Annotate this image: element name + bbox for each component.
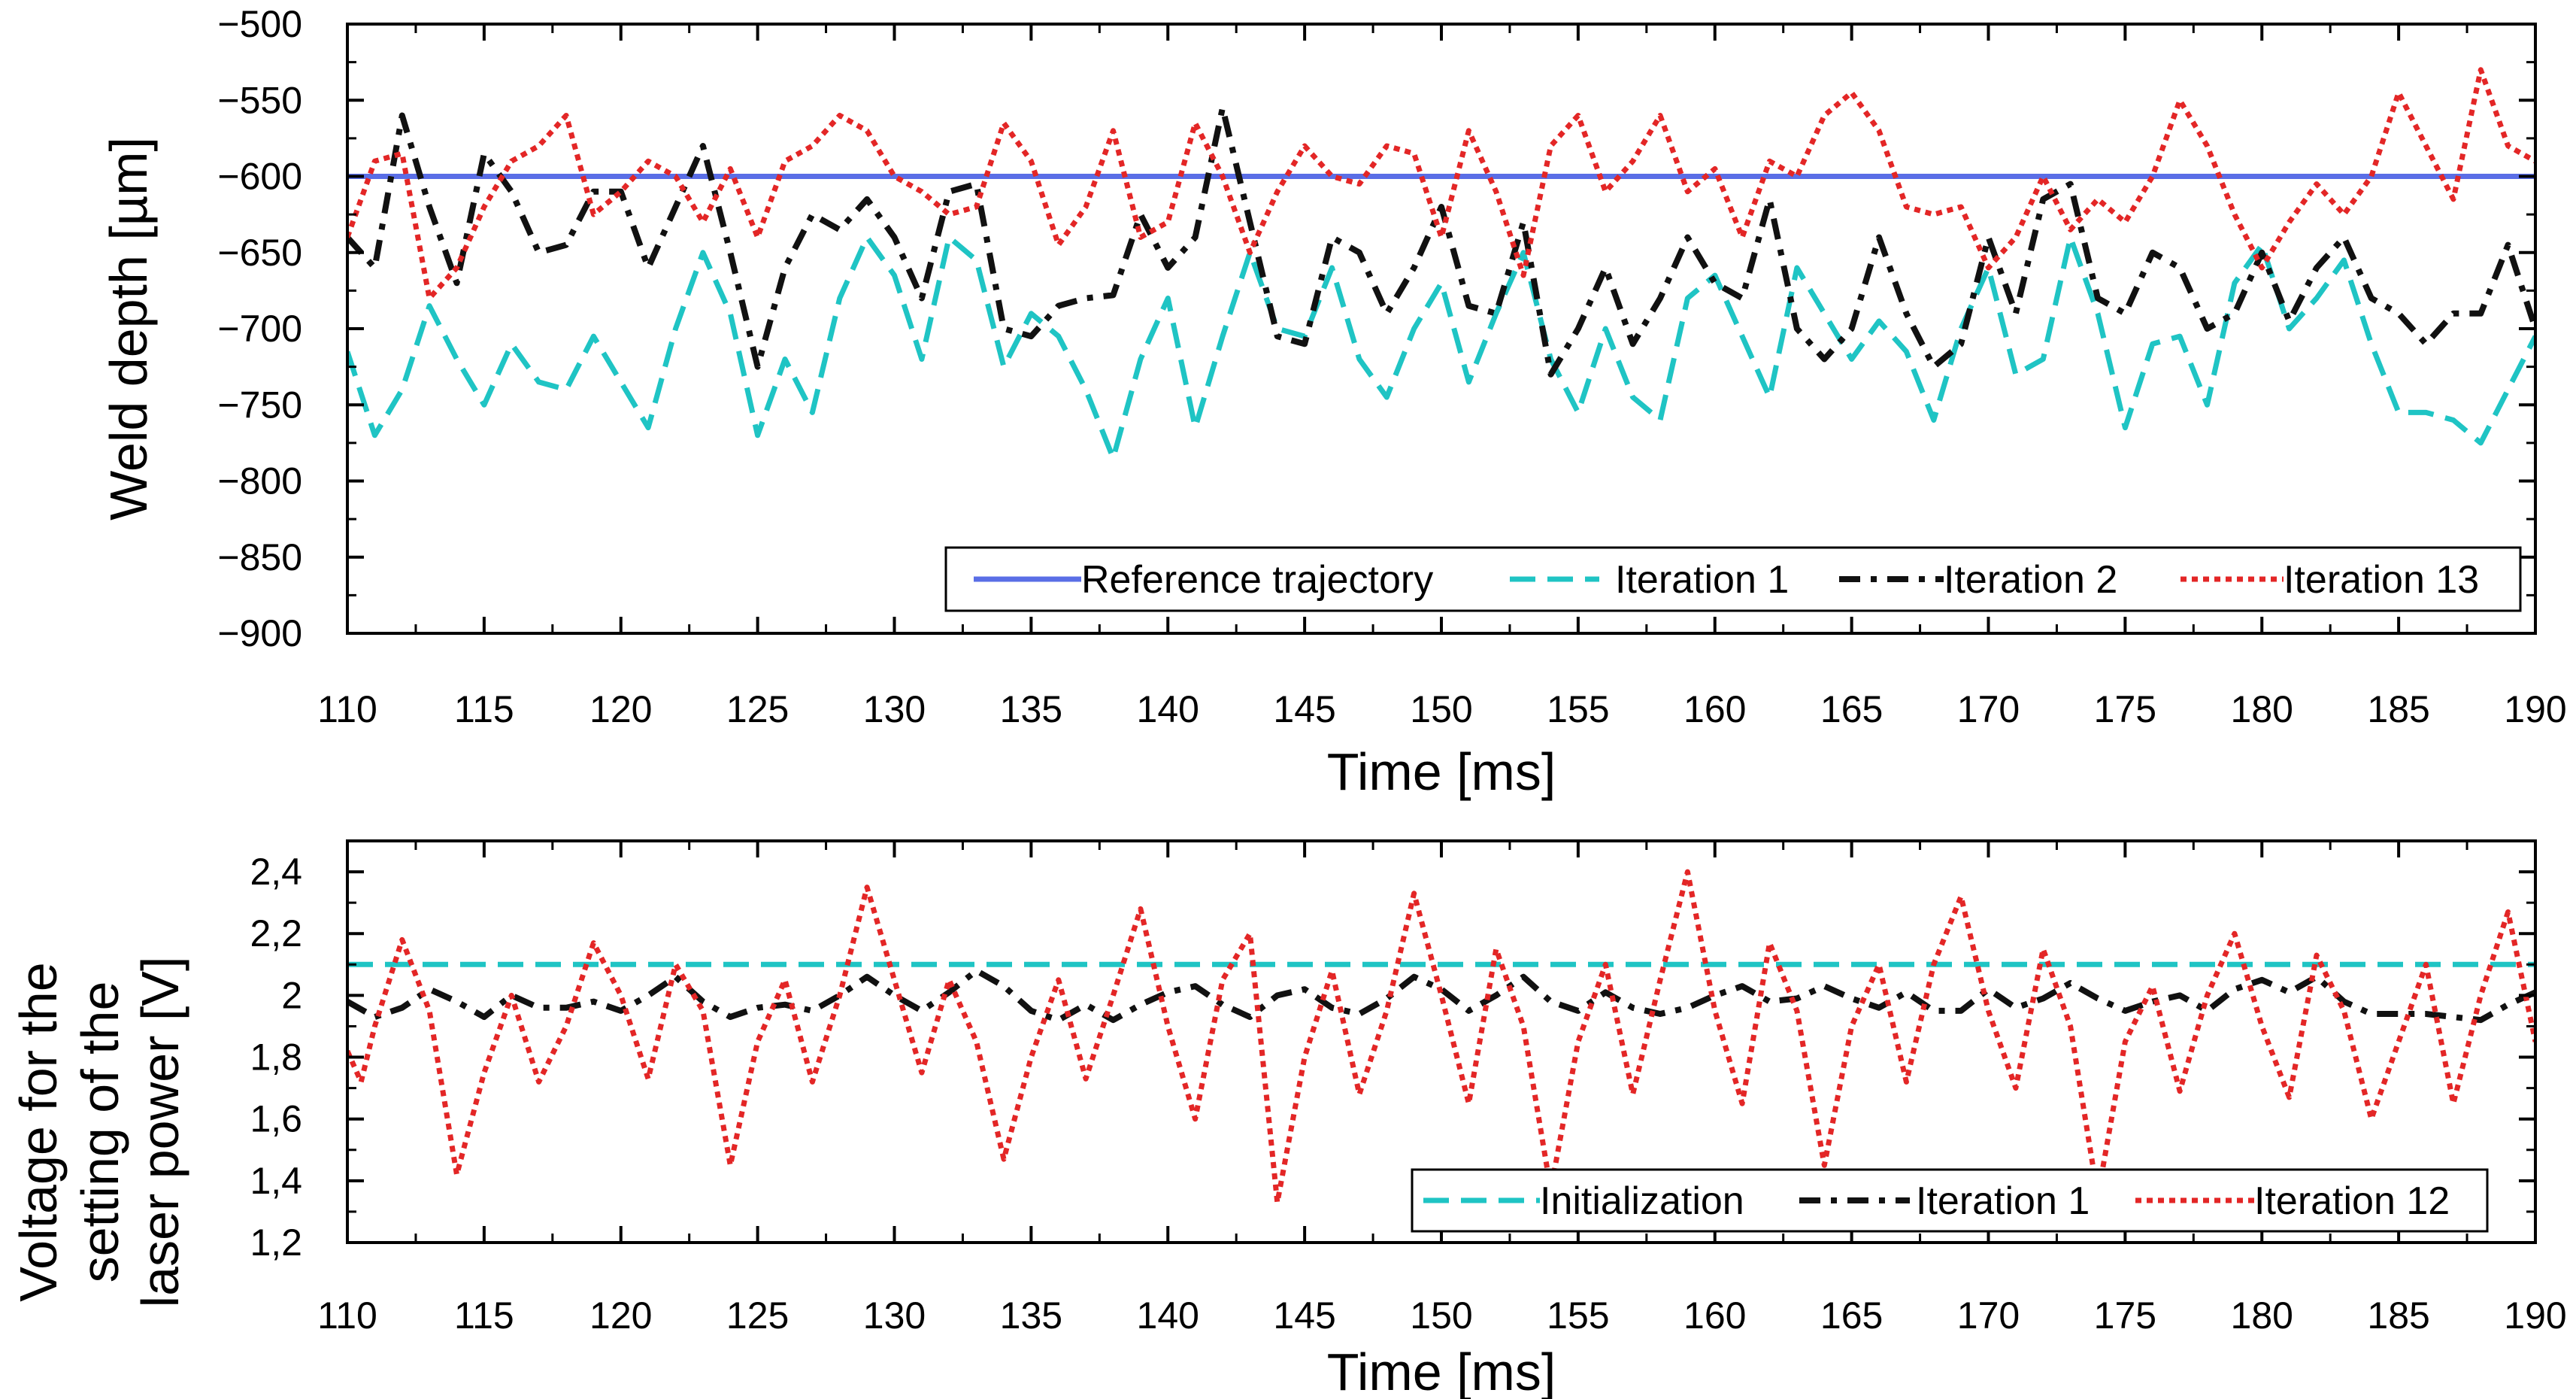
x-tick-label: 125 [726,1294,789,1337]
series-line-iteration-12 [347,869,2535,1206]
y-tick-label: −900 [217,612,302,654]
x-axis: 110 115 120 125 130 135 140 145 150 155 160 165 170 1… [317,841,2567,1337]
x-tick-label: 155 [1547,1294,1609,1337]
legend-label: Iteration 1 [1615,558,1789,602]
legend-label: Initialization [1540,1179,1744,1223]
x-tick-label: 180 [2231,1294,2293,1337]
x-tick-label: 140 [1137,688,1199,730]
x-tick-label: 150 [1410,1294,1472,1337]
y-axis-title-line: Voltage for the [9,962,68,1301]
x-tick-label: 150 [1410,688,1472,730]
weld-depth-chart: 110 115 120 125 130 135 140 145 150 155 160 165 170 1… [99,3,2567,801]
x-tick-label: 135 [1000,688,1062,730]
series-group [347,869,2535,1206]
x-tick-label: 130 [863,1294,926,1337]
y-tick-label: −650 [217,232,302,274]
y-tick-label: 2,4 [250,851,302,893]
y-tick-label: −850 [217,536,302,578]
x-tick-label: 145 [1273,1294,1335,1337]
series-line-iteration-13 [347,67,2535,301]
x-tick-label: 125 [726,688,789,730]
y-tick-label: −550 [217,79,302,121]
laser-voltage-chart: 110 115 120 125 130 135 140 145 150 155 160 165 170 1… [9,839,2567,1399]
legend-label: Reference trajectory [1081,558,1433,602]
legend-label: Iteration 12 [2254,1179,2450,1223]
x-tick-label: 120 [589,688,652,730]
x-tick-label: 160 [1683,1294,1746,1337]
legend: Initialization Iteration 1 Iteration 12 [1411,1168,2489,1233]
x-tick-label: 175 [2094,688,2156,730]
y-tick-label: 2 [281,974,302,1016]
x-tick-label: 185 [2367,688,2429,730]
x-tick-label: 170 [1957,1294,2020,1337]
x-tick-label: 115 [454,1294,514,1337]
legend-label: Iteration 13 [2284,558,2479,602]
x-tick-label: 130 [863,688,926,730]
x-tick-label: 190 [2504,688,2566,730]
series-line-iteration-1 [347,967,2535,1024]
x-axis-title: Time [ms] [1327,1343,1556,1399]
y-axis: 1,2 1,4 1,6 1,8 2 2,2 2,4 [250,851,2535,1264]
y-tick-label: −700 [217,308,302,350]
y-axis-title-line: laser power [V] [131,957,189,1308]
x-tick-label: 190 [2504,1294,2566,1337]
x-tick-label: 165 [1820,1294,1883,1337]
x-axis: 110 115 120 125 130 135 140 145 150 155 160 165 170 1… [317,24,2567,730]
x-tick-label: 165 [1820,688,1883,730]
x-tick-label: 145 [1273,688,1335,730]
y-tick-label: 1,6 [250,1098,302,1140]
legend-box [1411,1168,2489,1233]
x-tick-label: 155 [1547,688,1609,730]
y-axis-title: Weld depth [µm] [99,137,158,520]
y-tick-label: −600 [217,156,302,198]
y-tick-label: −500 [217,3,302,45]
y-axis-title-line: setting of the [71,982,129,1283]
y-axis: −900 −850 −800 −750 −700 −650 −600 −550 −500 [217,3,2535,654]
legend: Reference trajectory Iteration 1 Iteration… [944,546,2522,612]
x-tick-label: 175 [2094,1294,2156,1337]
y-tick-label: 1,8 [250,1036,302,1079]
y-tick-label: 1,4 [250,1160,302,1202]
legend-label: Iteration 2 [1944,558,2117,602]
x-tick-label: 185 [2367,1294,2429,1337]
x-tick-label: 120 [589,1294,652,1337]
x-tick-label: 180 [2231,688,2293,730]
series-line-iteration-1 [347,235,2535,461]
x-tick-label: 110 [317,1294,377,1337]
x-tick-label: 170 [1957,688,2020,730]
x-axis-title: Time [ms] [1327,742,1556,801]
x-tick-label: 140 [1137,1294,1199,1337]
legend-box [944,546,2522,612]
y-tick-label: −750 [217,384,302,426]
y-tick-label: −800 [217,460,302,502]
x-tick-label: 110 [317,688,377,730]
x-tick-label: 160 [1683,688,1746,730]
legend-label: Iteration 1 [1916,1179,2090,1223]
y-tick-label: 2,2 [250,912,302,954]
x-tick-label: 115 [454,688,514,730]
series-group [347,67,2535,461]
x-tick-label: 135 [1000,1294,1062,1337]
y-tick-label: 1,2 [250,1221,302,1264]
series-line-iteration-2 [347,105,2535,378]
